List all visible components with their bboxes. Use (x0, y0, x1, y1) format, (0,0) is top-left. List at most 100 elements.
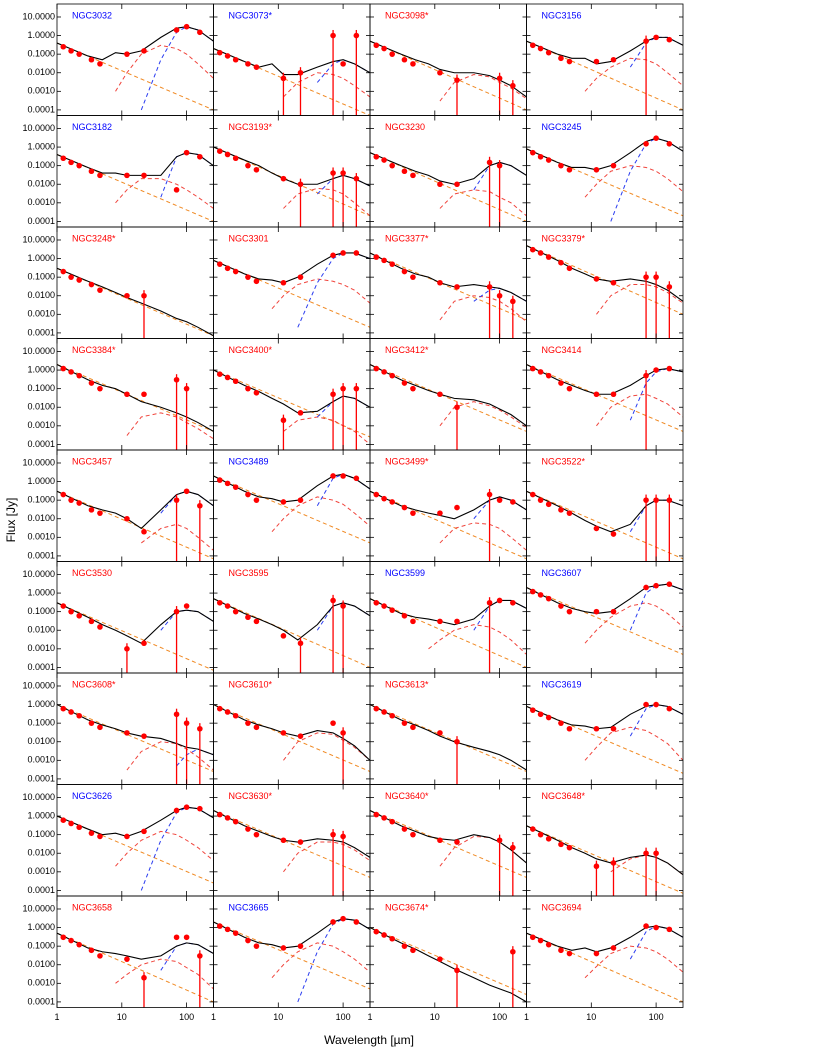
y-tick-label: 0.0001 (27, 216, 55, 226)
panel-title: NGC3499* (385, 456, 429, 466)
photometry-point (353, 919, 360, 925)
photometry-point (558, 841, 564, 848)
y-tick-label: 1.0000 (27, 141, 55, 151)
photometry-point (330, 720, 336, 726)
panel: NGC3522* (526, 449, 684, 562)
panel-frame (56, 3, 214, 116)
panel-frame (526, 561, 684, 674)
plot-area (57, 267, 214, 339)
photometry-point (124, 833, 130, 840)
panel-frame (213, 449, 371, 562)
panel-frame (56, 449, 214, 562)
plot-area (526, 825, 683, 896)
panel-frame (369, 449, 527, 562)
total-model-line (370, 927, 527, 1003)
photometry-point (558, 55, 564, 62)
photometry-point (410, 385, 416, 392)
photometry-point (545, 49, 552, 56)
photometry-point (610, 945, 617, 951)
plot-area (370, 252, 527, 339)
photometry-point (486, 491, 493, 498)
cold-model-line (160, 942, 214, 971)
photometry-point (340, 473, 346, 479)
photometry-point (401, 612, 408, 619)
total-model-line (370, 363, 527, 427)
y-tick-label: 1.0000 (27, 922, 55, 932)
panel: NGC3193* (213, 115, 371, 228)
photometry-point (437, 618, 443, 625)
photometry-point (224, 265, 231, 272)
panel: NGC3414 (526, 338, 684, 451)
photometry-point (245, 385, 251, 392)
panel: 10.0000 1.0000 0.1000 0.0100 0.0010 0.0001 1 10… (22, 895, 214, 1022)
photometry-point (297, 274, 304, 280)
photometry-point (610, 531, 617, 537)
y-tick-label: 0.1000 (27, 941, 55, 951)
stellar-model-line (213, 810, 370, 878)
y-tick-label: 0.0001 (27, 773, 55, 783)
total-model-line (526, 704, 683, 730)
photometry-point (545, 157, 552, 163)
panel-title: NGC3619 (542, 679, 582, 689)
photometry-point (486, 284, 493, 290)
panel: NGC3640* (369, 784, 527, 897)
photometry-point (454, 618, 460, 625)
photometry-point (97, 624, 103, 630)
photometry-point (593, 863, 600, 870)
warm-model-line (439, 74, 527, 102)
panel: 1 10 100 NGC3674* (367, 895, 527, 1022)
photometry-point (643, 701, 649, 708)
photometry-point (373, 928, 380, 935)
photometry-point (340, 250, 346, 256)
photometry-point (653, 582, 659, 589)
photometry-point (410, 831, 416, 838)
y-tick-label: 0.0100 (27, 736, 55, 746)
photometry-point (381, 495, 387, 502)
y-tick-label: 0.0001 (27, 327, 55, 337)
photometry-point (68, 497, 74, 503)
cold-model-line (316, 473, 370, 506)
photometry-point (76, 277, 82, 283)
photometry-point (340, 385, 346, 392)
photometry-point (68, 48, 74, 54)
y-tick-label: 0.0001 (27, 550, 55, 560)
photometry-point (610, 279, 617, 286)
x-tick-label: 100 (492, 1012, 507, 1022)
photometry-point (666, 581, 673, 588)
photometry-point (197, 502, 203, 509)
photometry-point (653, 135, 659, 142)
photometry-point (183, 385, 190, 392)
photometry-point (183, 149, 190, 156)
photometry-point (558, 380, 564, 386)
total-model-line (213, 598, 370, 641)
photometry-point (124, 515, 130, 522)
y-tick-label: 1.0000 (27, 30, 55, 40)
photometry-point (558, 720, 564, 726)
panel-frame (369, 672, 527, 785)
photometry-point (666, 497, 673, 503)
photometry-point (224, 151, 231, 158)
panel-title: NGC3613* (385, 679, 429, 689)
photometry-point (389, 162, 395, 169)
y-tick-label: 0.0001 (27, 104, 55, 114)
photometry-point (245, 720, 251, 726)
photometry-point (593, 391, 600, 398)
total-model-line (57, 363, 214, 432)
y-tick-label: 0.0100 (27, 625, 55, 635)
photometry-point (529, 707, 536, 713)
photometry-point (410, 618, 416, 625)
photometry-point (496, 162, 503, 169)
photometry-point (224, 603, 231, 609)
photometry-point (297, 410, 304, 416)
photometry-point (454, 181, 460, 188)
photometry-point (245, 937, 251, 944)
y-tick-label: 0.1000 (27, 383, 55, 393)
y-tick-label: 1.0000 (27, 810, 55, 820)
photometry-point (389, 499, 395, 505)
panel: 1 10 100 NGC3694 (524, 895, 684, 1022)
stellar-model-line (213, 475, 370, 544)
photometry-point (88, 380, 95, 386)
panel-title: NGC3414 (542, 345, 582, 355)
photometry-point (97, 953, 103, 959)
photometry-point (173, 807, 180, 814)
